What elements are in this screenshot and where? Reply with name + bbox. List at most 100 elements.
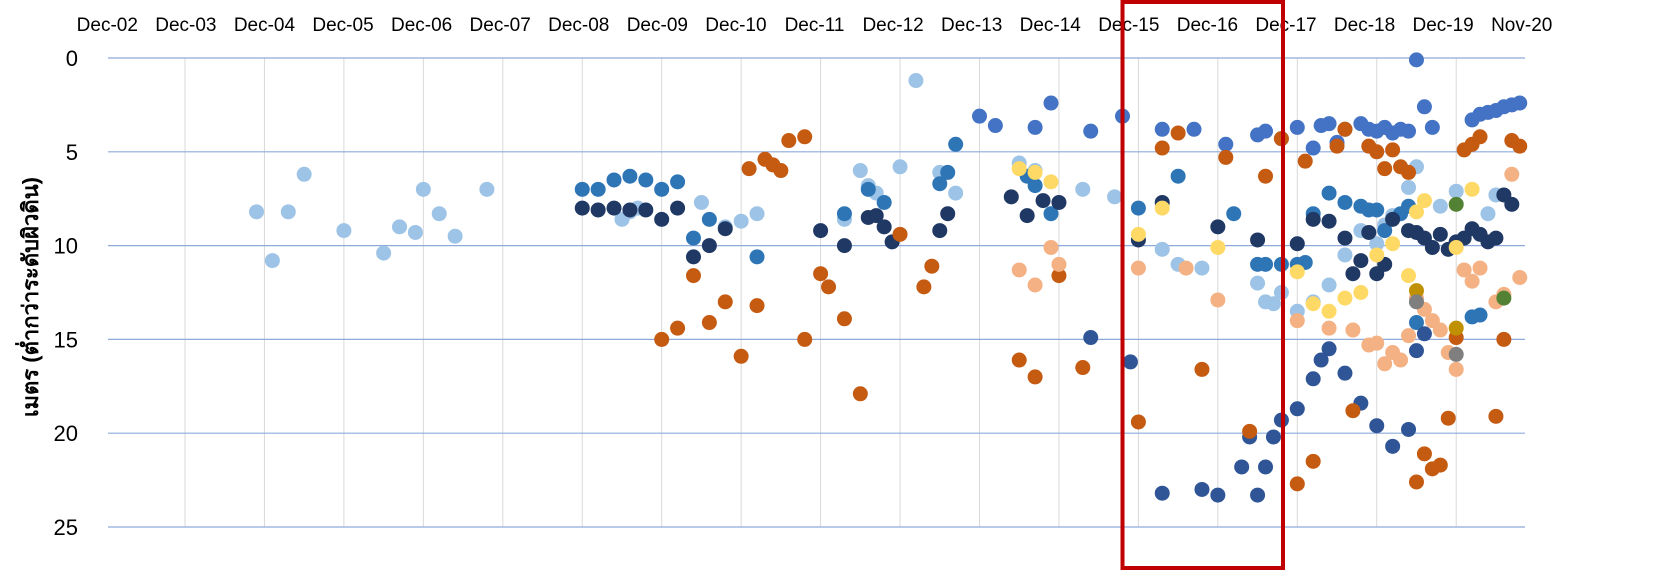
data-point bbox=[797, 129, 813, 145]
data-point bbox=[1170, 168, 1186, 184]
x-tick-label: Dec-09 bbox=[627, 15, 688, 36]
data-point bbox=[1448, 183, 1464, 199]
y-axis-ticks: 0 5 10 15 20 25 bbox=[54, 46, 78, 540]
data-point bbox=[1345, 266, 1361, 282]
y-tick-label: 10 bbox=[54, 234, 78, 259]
data-point bbox=[797, 331, 813, 347]
data-point bbox=[1353, 285, 1369, 300]
data-point bbox=[813, 266, 829, 282]
y-tick-label: 5 bbox=[66, 140, 78, 165]
data-point bbox=[1512, 95, 1528, 111]
data-point bbox=[1075, 360, 1091, 376]
data-point bbox=[860, 181, 876, 197]
data-point bbox=[1154, 140, 1170, 156]
x-axis-ticks: Dec-02 Dec-03 Dec-04 Dec-05 Dec-06 Dec-07 Dec-… bbox=[77, 15, 1553, 36]
data-point bbox=[1369, 335, 1385, 351]
data-point bbox=[1432, 198, 1448, 214]
data-point bbox=[1258, 459, 1274, 475]
data-point bbox=[1218, 136, 1234, 152]
data-point bbox=[685, 249, 701, 265]
data-point bbox=[1504, 166, 1520, 182]
data-point bbox=[1051, 268, 1067, 284]
data-point bbox=[1305, 140, 1321, 156]
y-tick-label: 15 bbox=[54, 327, 78, 352]
data-point bbox=[1408, 474, 1424, 490]
data-point bbox=[280, 204, 296, 220]
data-point bbox=[1377, 223, 1393, 239]
data-point bbox=[1496, 331, 1512, 347]
data-point bbox=[1337, 247, 1353, 263]
data-point bbox=[717, 221, 733, 237]
data-series bbox=[1408, 294, 1464, 362]
data-point bbox=[1408, 52, 1424, 68]
data-point bbox=[670, 174, 686, 190]
data-point bbox=[1305, 371, 1321, 387]
data-point bbox=[1345, 403, 1361, 419]
data-point bbox=[654, 211, 670, 227]
data-point bbox=[1416, 99, 1432, 115]
x-tick-label: Dec-17 bbox=[1255, 15, 1316, 36]
data-series bbox=[1011, 161, 1480, 319]
data-point bbox=[1496, 290, 1512, 306]
data-point bbox=[1226, 206, 1242, 222]
data-point bbox=[447, 228, 463, 244]
data-point bbox=[1432, 457, 1448, 473]
x-tick-label: Dec-10 bbox=[705, 15, 766, 36]
x-tick-label: Dec-03 bbox=[155, 15, 216, 36]
data-point bbox=[1313, 352, 1329, 368]
data-point bbox=[1512, 138, 1528, 154]
data-point bbox=[1353, 253, 1369, 269]
data-point bbox=[1472, 307, 1488, 323]
data-point bbox=[638, 202, 654, 218]
data-point bbox=[1321, 303, 1337, 319]
data-point bbox=[1289, 119, 1305, 135]
data-point bbox=[948, 136, 964, 152]
data-point bbox=[1305, 211, 1321, 227]
x-tick-label: Dec-12 bbox=[862, 15, 923, 36]
data-point bbox=[1456, 262, 1472, 278]
data-point bbox=[590, 202, 606, 218]
data-point bbox=[1337, 194, 1353, 210]
data-point bbox=[876, 194, 892, 210]
data-point bbox=[741, 161, 757, 177]
data-point bbox=[1305, 453, 1321, 469]
data-point bbox=[654, 331, 670, 347]
data-point bbox=[670, 200, 686, 216]
data-point bbox=[1027, 164, 1043, 180]
data-point bbox=[1107, 189, 1123, 205]
data-point bbox=[932, 176, 948, 192]
x-tick-label: Nov-20 bbox=[1491, 15, 1552, 36]
x-tick-label: Dec-04 bbox=[234, 15, 296, 36]
data-point bbox=[1432, 226, 1448, 242]
data-point bbox=[1218, 149, 1234, 165]
data-point bbox=[1385, 142, 1401, 158]
data-point bbox=[1265, 296, 1281, 312]
data-point bbox=[940, 164, 956, 180]
data-point bbox=[1250, 487, 1266, 503]
data-point bbox=[701, 315, 717, 331]
data-point bbox=[1480, 206, 1496, 222]
data-point bbox=[1385, 211, 1401, 227]
data-point bbox=[1464, 273, 1480, 289]
data-point bbox=[1186, 121, 1202, 137]
data-point bbox=[1289, 313, 1305, 329]
data-point bbox=[892, 226, 908, 242]
data-point bbox=[638, 172, 654, 188]
data-point bbox=[1401, 268, 1417, 284]
data-points bbox=[249, 52, 1528, 503]
data-point bbox=[1234, 459, 1250, 475]
data-point bbox=[1043, 95, 1059, 111]
data-point bbox=[1321, 185, 1337, 201]
data-point bbox=[606, 200, 622, 216]
highlight-box-group bbox=[1120, 0, 1285, 570]
data-point bbox=[1321, 213, 1337, 229]
data-point bbox=[622, 202, 638, 218]
data-point bbox=[1130, 260, 1146, 276]
data-point bbox=[264, 253, 280, 269]
data-point bbox=[415, 181, 431, 197]
data-point bbox=[336, 223, 352, 239]
data-point bbox=[1472, 129, 1488, 145]
highlight-box bbox=[1120, 0, 1285, 570]
data-point bbox=[1194, 260, 1210, 276]
y-tick-label: 20 bbox=[54, 421, 78, 446]
